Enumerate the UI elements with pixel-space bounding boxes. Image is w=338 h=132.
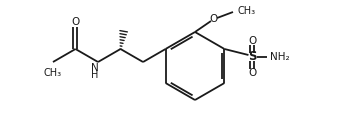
Text: O: O bbox=[248, 68, 257, 78]
Text: O: O bbox=[248, 36, 257, 46]
Text: CH₃: CH₃ bbox=[44, 68, 62, 78]
Text: O: O bbox=[71, 17, 80, 27]
Text: H: H bbox=[91, 70, 99, 80]
Text: NH₂: NH₂ bbox=[270, 52, 290, 62]
Text: N: N bbox=[91, 63, 99, 73]
Text: CH₃: CH₃ bbox=[237, 6, 255, 16]
Text: O: O bbox=[209, 14, 217, 24]
Text: S: S bbox=[248, 51, 257, 63]
